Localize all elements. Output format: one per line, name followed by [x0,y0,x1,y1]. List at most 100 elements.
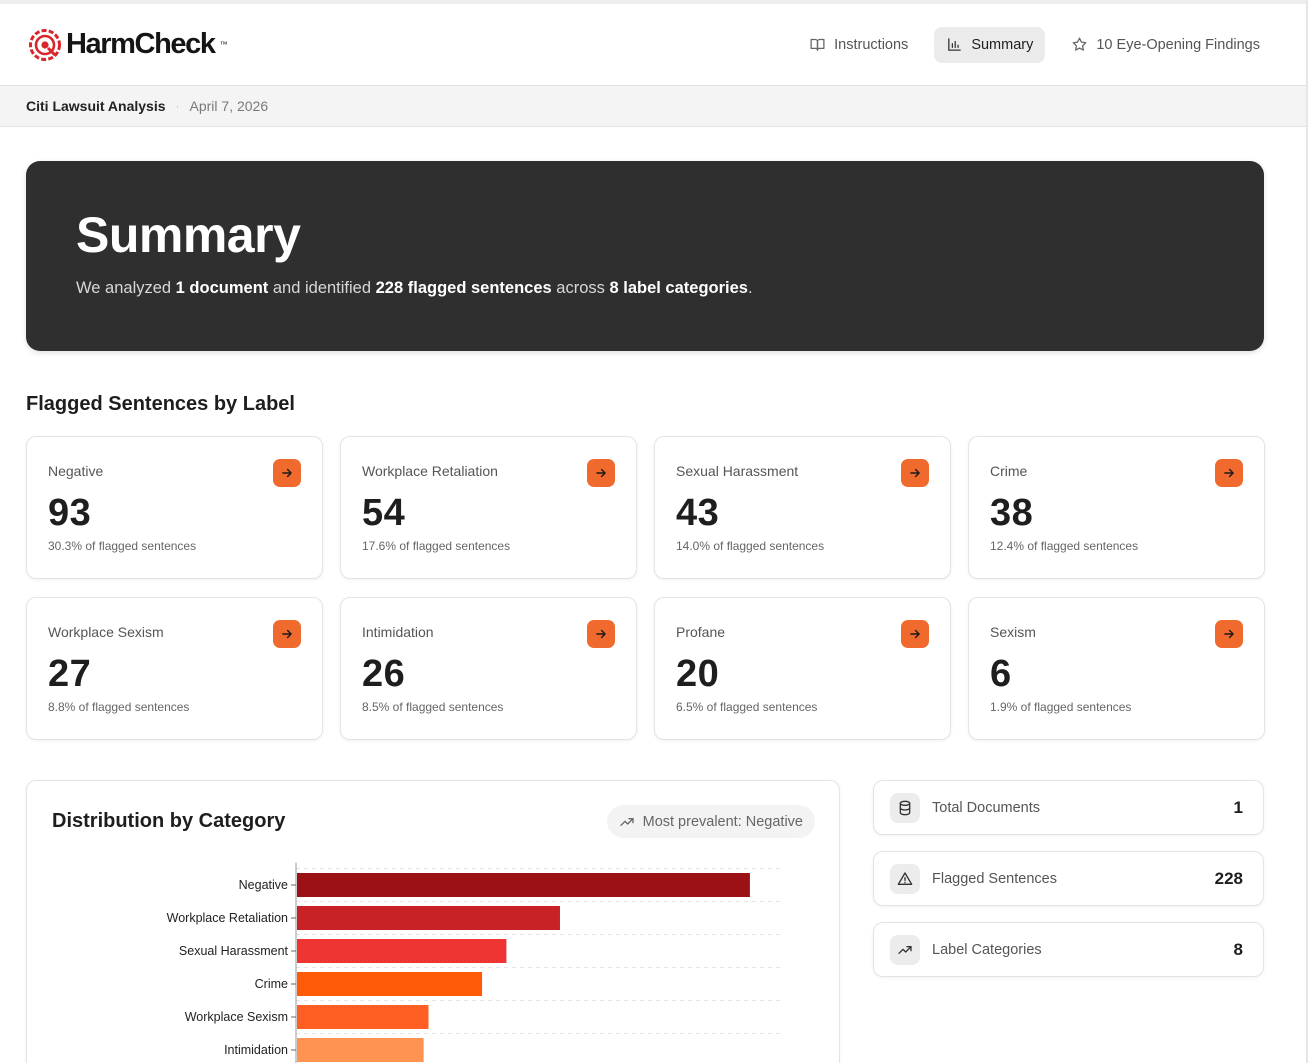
distribution-panel: Distribution by Category Most prevalent:… [26,780,840,1063]
card-label: Negative [48,463,104,479]
book-icon [810,38,825,51]
stat-label: Flagged Sentences [932,870,1057,887]
card-label: Sexual Harassment [676,463,799,479]
arrow-right-icon [1224,629,1234,639]
breadcrumb: Citi Lawsuit Analysis · April 7, 2026 [0,86,1306,127]
chart-bar [297,972,483,996]
label-card-intimidation[interactable]: Intimidation 26 8.5% of flagged sentence… [340,597,637,740]
brand-trademark: ™ [219,40,228,49]
open-label-button[interactable] [901,459,929,487]
card-count: 93 [48,492,92,534]
open-label-button[interactable] [1215,620,1243,648]
summary-doc-count: 1 document [175,279,269,297]
label-card-negative[interactable]: Negative 93 30.3% of flagged sentences [26,436,323,579]
chart-bar [297,1005,429,1029]
nav-summary[interactable]: Summary [934,26,1046,63]
page-title: Summary [76,207,301,263]
label-card-workplace-sexism[interactable]: Workplace Sexism 27 8.8% of flagged sent… [26,597,323,740]
summary-hero: Summary We analyzed 1 document and ident… [26,161,1264,351]
nav-instructions-label: Instructions [834,36,909,53]
summary-sentence-count: 228 flagged sentences [375,279,552,297]
chart-category-label: Workplace Sexism [185,1010,288,1024]
chart-bar [297,873,750,897]
harmcheck-logo-icon [29,28,61,61]
stat-value: 228 [1214,868,1243,888]
card-count: 38 [990,492,1034,534]
arrow-right-icon [1224,468,1234,478]
stat-value: 8 [1233,939,1243,959]
chart-bar [297,1038,424,1062]
section-title: Flagged Sentences by Label [26,393,295,415]
card-label: Profane [676,624,726,640]
open-label-button[interactable] [1215,459,1243,487]
chart-bar [297,906,560,930]
card-count: 27 [48,653,92,695]
analysis-date: April 7, 2026 [189,98,269,114]
card-label: Intimidation [362,624,434,640]
stat-label: Label Categories [932,941,1042,958]
stat-icon-box [890,934,920,965]
most-prevalent-text: Most prevalent: Negative [642,813,803,830]
project-title[interactable]: Citi Lawsuit Analysis [26,98,166,114]
open-label-button[interactable] [901,620,929,648]
stat-label-categories: Label Categories 8 [873,922,1264,977]
app-header: HarmCheck ™ Instructions Summary 10 Eye-O… [0,4,1306,86]
stat-flagged-sentences: Flagged Sentences 228 [873,851,1264,906]
arrow-right-icon [282,629,292,639]
label-card-sexual-harassment[interactable]: Sexual Harassment 43 14.0% of flagged se… [654,436,951,579]
summary-text: We analyzed 1 document and identified 22… [76,279,1214,298]
arrow-right-icon [596,468,606,478]
breadcrumb-separator: · [175,99,180,113]
arrow-right-icon [282,468,292,478]
nav-summary-label: Summary [971,36,1034,53]
card-label: Sexism [990,624,1036,640]
most-prevalent-badge: Most prevalent: Negative [606,805,815,838]
brand-name: HarmCheck [66,28,216,60]
open-label-button[interactable] [587,620,615,648]
card-percentage: 17.6% of flagged sentences [362,539,511,553]
trending-up-icon [619,817,634,826]
distribution-bar-chart: Negative Workplace Retaliation Sexual Hara… [167,862,783,1063]
stat-icon-box [890,792,920,823]
card-count: 20 [676,653,720,695]
stat-icon-box [890,863,920,894]
label-card-crime[interactable]: Crime 38 12.4% of flagged sentences [968,436,1265,579]
open-label-button[interactable] [273,459,301,487]
right-border [1306,0,1308,1063]
bar-chart-icon [948,38,962,51]
card-percentage: 1.9% of flagged sentences [990,700,1132,714]
card-percentage: 6.5% of flagged sentences [676,700,818,714]
database-icon [899,800,911,815]
open-label-button[interactable] [273,620,301,648]
label-card-workplace-retaliation[interactable]: Workplace Retaliation 54 17.6% of flagge… [340,436,637,579]
card-count: 54 [362,492,406,534]
chart-category-label: Intimidation [224,1043,288,1057]
trending-up-icon [898,945,912,954]
summary-text-part: across [551,279,610,297]
nav-findings-label: 10 Eye-Opening Findings [1096,36,1260,53]
summary-text-part: . [747,279,753,297]
card-count: 6 [990,653,1012,695]
star-icon [1072,37,1087,51]
card-percentage: 14.0% of flagged sentences [676,539,825,553]
card-percentage: 30.3% of flagged sentences [48,539,197,553]
nav-instructions[interactable]: Instructions [797,27,920,63]
arrow-right-icon [596,629,606,639]
distribution-title: Distribution by Category [52,810,286,832]
summary-text-part: We analyzed [76,279,176,297]
card-label: Crime [990,463,1028,479]
stat-label: Total Documents [932,799,1040,816]
arrow-right-icon [910,468,920,478]
chart-category-label: Negative [239,878,288,892]
card-count: 26 [362,653,406,695]
label-card-sexism[interactable]: Sexism 6 1.9% of flagged sentences [968,597,1265,740]
label-card-profane[interactable]: Profane 20 6.5% of flagged sentences [654,597,951,740]
card-label: Workplace Retaliation [362,463,498,479]
stat-value: 1 [1233,797,1243,817]
brand-logo[interactable]: HarmCheck ™ [28,28,228,62]
card-label: Workplace Sexism [48,624,164,640]
card-percentage: 8.8% of flagged sentences [48,700,190,714]
warning-icon [897,871,913,885]
open-label-button[interactable] [587,459,615,487]
nav-findings[interactable]: 10 Eye-Opening Findings [1059,27,1272,63]
